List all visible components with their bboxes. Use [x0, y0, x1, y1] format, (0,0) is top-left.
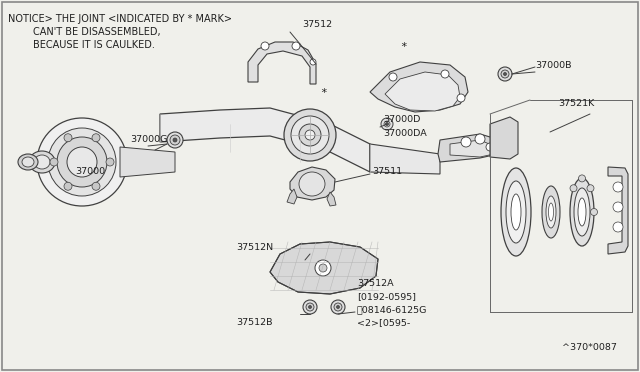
- Text: BECAUSE IT IS CAULKED.: BECAUSE IT IS CAULKED.: [8, 40, 155, 50]
- Ellipse shape: [299, 124, 321, 146]
- Ellipse shape: [37, 118, 127, 206]
- Ellipse shape: [284, 109, 336, 161]
- Circle shape: [292, 42, 300, 50]
- Circle shape: [331, 300, 345, 314]
- Text: 37512A: 37512A: [357, 279, 394, 288]
- Polygon shape: [370, 62, 468, 112]
- Text: 37512B: 37512B: [236, 318, 273, 327]
- Circle shape: [587, 185, 594, 192]
- Circle shape: [381, 118, 393, 130]
- Circle shape: [579, 175, 586, 182]
- Ellipse shape: [67, 147, 97, 177]
- Ellipse shape: [546, 196, 556, 228]
- Polygon shape: [438, 134, 500, 162]
- Ellipse shape: [578, 198, 586, 226]
- Text: 37000DA: 37000DA: [383, 129, 427, 138]
- Circle shape: [498, 67, 512, 81]
- Circle shape: [308, 305, 312, 308]
- Circle shape: [613, 182, 623, 192]
- Ellipse shape: [57, 137, 107, 187]
- Circle shape: [457, 94, 465, 102]
- Ellipse shape: [501, 168, 531, 256]
- Text: ^370*0087: ^370*0087: [562, 343, 617, 352]
- Circle shape: [261, 42, 269, 50]
- Text: 37000B: 37000B: [535, 61, 572, 70]
- Circle shape: [441, 70, 449, 78]
- Polygon shape: [270, 242, 378, 294]
- Ellipse shape: [511, 194, 521, 230]
- Text: Ⓑ08146-6125G: Ⓑ08146-6125G: [357, 305, 428, 314]
- Ellipse shape: [48, 128, 116, 196]
- Text: 37000: 37000: [75, 167, 105, 176]
- Polygon shape: [287, 189, 297, 204]
- Text: 37512N: 37512N: [236, 243, 273, 252]
- Ellipse shape: [305, 130, 315, 140]
- Circle shape: [385, 122, 388, 125]
- Ellipse shape: [570, 178, 594, 246]
- Text: *: *: [401, 42, 408, 52]
- Text: 37521K: 37521K: [558, 99, 595, 108]
- Ellipse shape: [299, 172, 325, 196]
- Circle shape: [92, 182, 100, 190]
- Polygon shape: [385, 72, 460, 111]
- Circle shape: [173, 138, 177, 142]
- Ellipse shape: [22, 157, 34, 167]
- Circle shape: [486, 143, 494, 151]
- Text: 37000G: 37000G: [130, 135, 168, 144]
- Circle shape: [570, 185, 577, 192]
- Polygon shape: [490, 117, 518, 159]
- Ellipse shape: [291, 116, 329, 154]
- Polygon shape: [290, 167, 335, 200]
- Circle shape: [50, 158, 58, 166]
- Circle shape: [591, 208, 598, 215]
- Circle shape: [475, 134, 485, 144]
- Circle shape: [461, 137, 471, 147]
- Polygon shape: [120, 147, 175, 177]
- Circle shape: [337, 305, 339, 308]
- Ellipse shape: [34, 155, 50, 169]
- Polygon shape: [248, 42, 316, 84]
- Text: NOTICE> THE JOINT <INDICATED BY * MARK>: NOTICE> THE JOINT <INDICATED BY * MARK>: [8, 14, 232, 24]
- Text: CAN'T BE DISASSEMBLED,: CAN'T BE DISASSEMBLED,: [8, 27, 161, 37]
- Circle shape: [303, 300, 317, 314]
- Circle shape: [504, 73, 506, 76]
- Ellipse shape: [548, 203, 554, 221]
- Polygon shape: [370, 144, 440, 174]
- Text: [0192-0595]: [0192-0595]: [357, 292, 416, 301]
- Circle shape: [306, 303, 314, 311]
- Circle shape: [64, 182, 72, 190]
- Polygon shape: [608, 167, 628, 254]
- Circle shape: [167, 132, 183, 148]
- Polygon shape: [160, 108, 370, 172]
- Circle shape: [319, 264, 327, 272]
- Text: <2>[0595-: <2>[0595-: [357, 318, 410, 327]
- Polygon shape: [450, 140, 496, 157]
- Circle shape: [106, 158, 114, 166]
- Ellipse shape: [18, 154, 38, 170]
- Circle shape: [315, 260, 331, 276]
- Circle shape: [334, 303, 342, 311]
- Ellipse shape: [506, 181, 526, 243]
- Ellipse shape: [542, 186, 560, 238]
- Circle shape: [92, 134, 100, 142]
- Text: 37512: 37512: [302, 20, 332, 29]
- Circle shape: [613, 222, 623, 232]
- Ellipse shape: [574, 188, 590, 236]
- Circle shape: [501, 70, 509, 78]
- Text: *: *: [321, 88, 328, 98]
- Circle shape: [613, 202, 623, 212]
- Circle shape: [64, 134, 72, 142]
- Circle shape: [310, 59, 316, 65]
- Ellipse shape: [29, 151, 55, 173]
- Circle shape: [170, 135, 180, 145]
- Text: 37000D: 37000D: [383, 115, 420, 124]
- Polygon shape: [327, 192, 336, 206]
- Circle shape: [389, 73, 397, 81]
- Circle shape: [384, 121, 390, 127]
- Text: 37511: 37511: [372, 167, 402, 176]
